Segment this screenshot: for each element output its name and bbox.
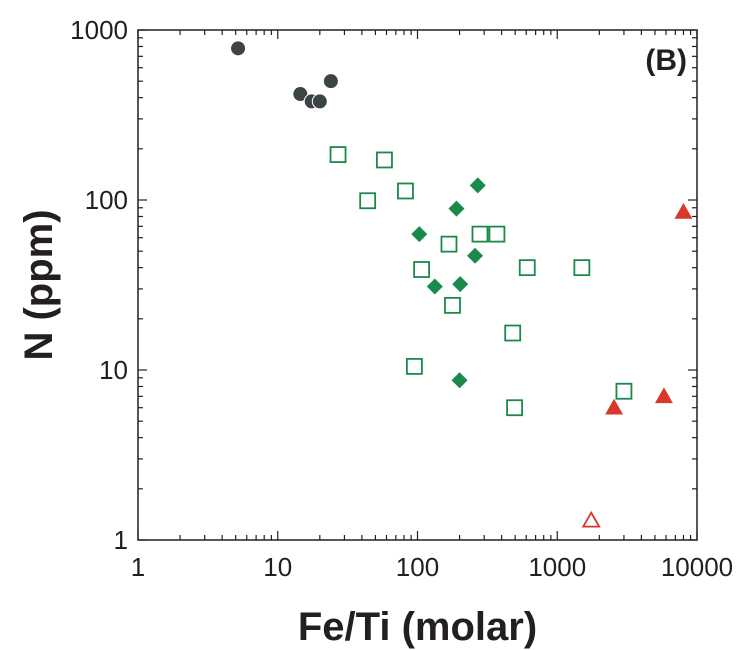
data-point-square-open: [444, 296, 461, 314]
x-tick-label: 1: [131, 552, 145, 582]
y-tick-label: 10: [99, 355, 128, 385]
data-point-diamond-filled: [451, 372, 468, 389]
tick-labels: 1 10 100 1000 10000 1 10 100 1000: [70, 15, 733, 582]
data-point-square-open: [615, 382, 633, 400]
data-point-square-open: [397, 182, 414, 200]
data-point-square-open: [471, 225, 489, 243]
data-point-square-open: [376, 151, 393, 169]
data-point-triangle-filled: [654, 387, 673, 404]
x-tick-label: 10000: [661, 552, 733, 582]
data-point-triangle-filled: [674, 202, 693, 219]
plot-frame: [137, 29, 698, 541]
data-point-circle-filled: [292, 86, 309, 103]
data-point-diamond-filled: [411, 226, 428, 243]
data-point-circle-filled: [230, 40, 247, 57]
data-points: [230, 40, 693, 528]
data-point-diamond-filled: [469, 177, 486, 194]
data-point-square-open: [329, 146, 347, 163]
data-point-square-open: [518, 259, 536, 277]
panel-label: (B): [645, 44, 687, 77]
y-tick-label: 1000: [70, 15, 128, 45]
data-point-circle-filled: [322, 73, 339, 90]
data-point-diamond-filled: [452, 276, 469, 293]
data-point-square-open: [359, 192, 377, 210]
y-axis-title: N (ppm): [17, 209, 61, 360]
data-point-square-open: [413, 261, 431, 278]
x-tick-label: 1000: [528, 552, 586, 582]
data-point-square-open: [405, 357, 423, 375]
data-point-circle-filled: [311, 93, 328, 110]
data-point-square-open: [440, 235, 458, 253]
y-tick-label: 1: [114, 525, 128, 555]
data-point-square-open: [573, 259, 591, 277]
data-point-triangle-filled: [605, 398, 624, 415]
data-point-square-open: [506, 399, 523, 417]
data-point-diamond-filled: [467, 247, 484, 264]
data-point-square-open: [488, 225, 506, 243]
y-tick-label: 100: [85, 185, 128, 215]
axis-ticks: [137, 29, 698, 541]
x-axis-title: Fe/Ti (molar): [298, 605, 537, 649]
data-point-triangle-open: [581, 510, 601, 528]
x-tick-label: 10: [263, 552, 292, 582]
data-point-diamond-filled: [448, 200, 465, 217]
data-point-square-open: [504, 324, 522, 342]
x-tick-label: 100: [396, 552, 439, 582]
data-point-diamond-filled: [426, 278, 443, 295]
